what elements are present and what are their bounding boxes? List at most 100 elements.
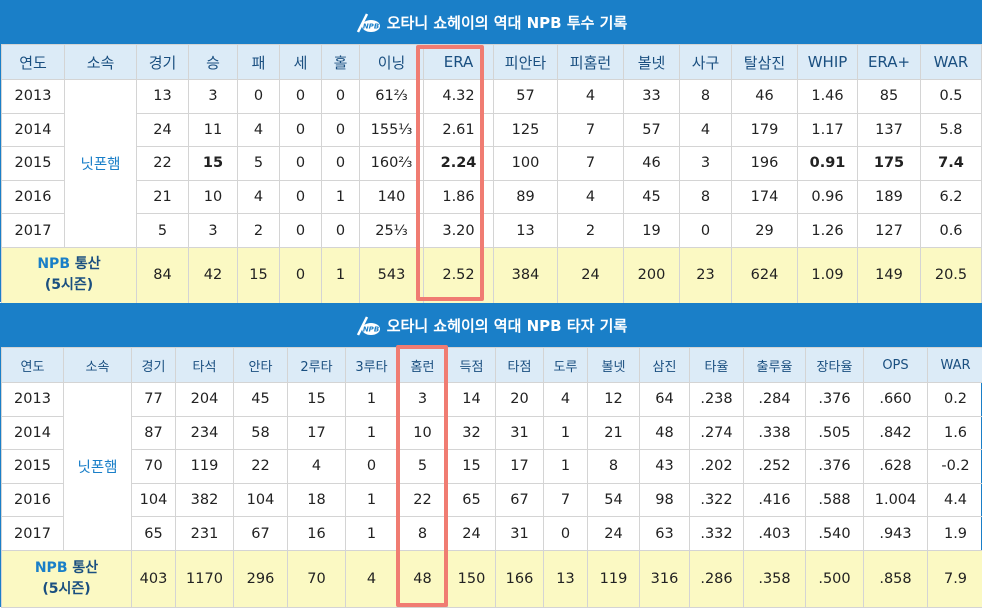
cell: 127 — [858, 214, 921, 248]
table-row: 2014 24 11 4 0 0 155⅓ 2.61 125 7 57 4 17… — [2, 113, 982, 147]
col-header: 안타 — [234, 348, 288, 383]
cell: 18 — [288, 483, 346, 517]
total-label: NPB 통산 (5시즌) — [2, 550, 132, 607]
cell: 3 — [189, 214, 238, 248]
cell: .284 — [744, 383, 806, 417]
cell: 100 — [494, 147, 558, 181]
cell: 137 — [858, 113, 921, 147]
total-cell: 316 — [640, 550, 690, 607]
cell: 57 — [494, 80, 558, 114]
cell: 77 — [132, 383, 176, 417]
cell: 0 — [280, 113, 322, 147]
npb-logo-icon: NPB — [355, 12, 381, 34]
cell: 70 — [132, 450, 176, 484]
cell: 234 — [176, 416, 234, 450]
cell: 45 — [624, 180, 680, 214]
table-row: 2013 닛폰햄 77 204 45 15 1 3 14 20 4 12 64 … — [2, 383, 982, 417]
era-cell: 4.32 — [424, 80, 494, 114]
year-cell: 2016 — [2, 180, 65, 214]
cell: 0 — [322, 147, 360, 181]
cell: .588 — [806, 483, 864, 517]
cell: 67 — [496, 483, 544, 517]
col-header: 도루 — [544, 348, 588, 383]
col-header: 타석 — [176, 348, 234, 383]
cell: 2 — [238, 214, 280, 248]
year-cell: 2014 — [2, 113, 65, 147]
cell: 64 — [640, 383, 690, 417]
cell: 4 — [544, 383, 588, 417]
col-header: 볼넷 — [588, 348, 640, 383]
cell: .540 — [806, 517, 864, 551]
cell: 160⅔ — [360, 147, 424, 181]
cell: 31 — [496, 416, 544, 450]
cell: 0 — [322, 214, 360, 248]
cell: 65 — [132, 517, 176, 551]
pitching-title: 오타니 쇼헤이의 역대 NPB 투수 기록 — [387, 12, 628, 33]
table-row: 2017 65 231 67 16 1 8 24 31 0 24 63 .332… — [2, 517, 982, 551]
cell: 67 — [234, 517, 288, 551]
cell: 22 — [137, 147, 189, 181]
cell: 0.5 — [921, 80, 982, 114]
total-era-cell: 2.52 — [424, 247, 494, 303]
col-header: 피안타 — [494, 45, 558, 80]
cell: 1 — [346, 517, 398, 551]
col-header: 연도 — [2, 45, 65, 80]
cell: 57 — [624, 113, 680, 147]
cell: 3 — [189, 80, 238, 114]
era-cell: 2.24 — [424, 147, 494, 181]
cell: 1.9 — [928, 517, 982, 551]
cell: .505 — [806, 416, 864, 450]
cell: 1.46 — [798, 80, 858, 114]
cell: 13 — [137, 80, 189, 114]
total-cell: 24 — [558, 247, 624, 303]
cell: 15 — [288, 383, 346, 417]
cell: 189 — [858, 180, 921, 214]
total-cell: 166 — [496, 550, 544, 607]
total-cell: 543 — [360, 247, 424, 303]
col-header: 패 — [238, 45, 280, 80]
cell: 382 — [176, 483, 234, 517]
total-cell: 624 — [732, 247, 798, 303]
total-cell: .358 — [744, 550, 806, 607]
cell: 43 — [640, 450, 690, 484]
total-cell: 0 — [280, 247, 322, 303]
cell: 20 — [496, 383, 544, 417]
cell: 5.8 — [921, 113, 982, 147]
cell: 24 — [137, 113, 189, 147]
cell: 5 — [137, 214, 189, 248]
table-row: 2015 70 119 22 4 0 5 15 17 1 8 43 .202 .… — [2, 450, 982, 484]
table-row: 2015 22 15 5 0 0 160⅔ 2.24 100 7 46 3 19… — [2, 147, 982, 181]
col-header: 타율 — [690, 348, 744, 383]
cell: 65 — [448, 483, 496, 517]
table-row: 2014 87 234 58 17 1 10 32 31 1 21 48 .27… — [2, 416, 982, 450]
cell: 48 — [640, 416, 690, 450]
hr-cell: 3 — [398, 383, 448, 417]
hr-cell: 22 — [398, 483, 448, 517]
cell: 0 — [544, 517, 588, 551]
total-cell: 7.9 — [928, 550, 982, 607]
total-cell: 1 — [322, 247, 360, 303]
cell: 155⅓ — [360, 113, 424, 147]
col-header: OPS — [864, 348, 928, 383]
era-cell: 3.20 — [424, 214, 494, 248]
cell: 17 — [288, 416, 346, 450]
cell: 0 — [280, 214, 322, 248]
cell: 25⅓ — [360, 214, 424, 248]
cell: .338 — [744, 416, 806, 450]
team-cell: 닛폰햄 — [64, 383, 132, 551]
cell: .238 — [690, 383, 744, 417]
cell: 0 — [280, 180, 322, 214]
hr-cell: 5 — [398, 450, 448, 484]
pitching-record-panel: NPB 오타니 쇼헤이의 역대 NPB 투수 기록 연도 소속 경기 승 패 세… — [0, 0, 982, 302]
total-label-text: 통산 — [75, 256, 101, 272]
total-cell: 150 — [448, 550, 496, 607]
year-cell: 2016 — [2, 483, 64, 517]
cell: 5 — [238, 147, 280, 181]
col-header: 3루타 — [346, 348, 398, 383]
era-cell: 1.86 — [424, 180, 494, 214]
cell: -0.2 — [928, 450, 982, 484]
total-cell: 403 — [132, 550, 176, 607]
col-header-era: ERA — [424, 45, 494, 80]
cell: 2 — [558, 214, 624, 248]
cell: 104 — [234, 483, 288, 517]
